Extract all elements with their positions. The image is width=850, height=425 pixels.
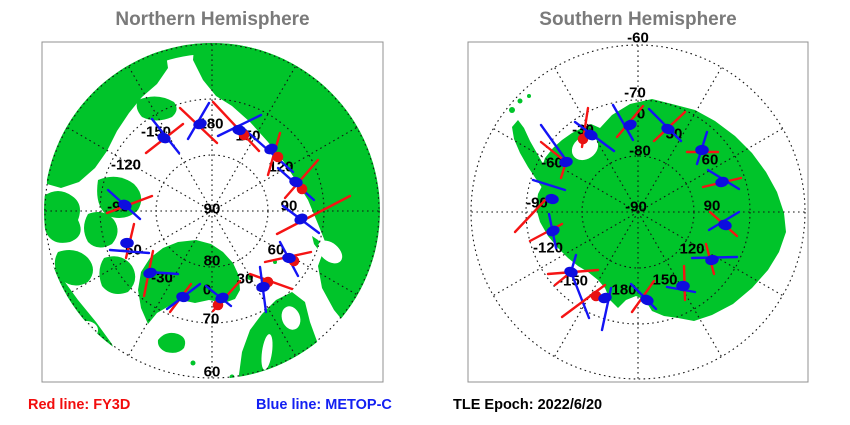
metopc-position-marker [545, 193, 559, 205]
south-grid-label: -90 [526, 195, 548, 212]
south-grid-label: 0 [637, 106, 645, 123]
south-title: Southern Hemisphere [539, 9, 737, 30]
south-grid-label: -70 [624, 85, 646, 102]
fy3d-track-line [513, 195, 550, 234]
legend-blue-line-label: Blue line: METOP-C [256, 397, 392, 413]
south-grid-label: -120 [533, 240, 563, 257]
south-grid-label: 180 [611, 282, 636, 299]
north-graticule [44, 43, 380, 379]
south-satellite-markers [513, 103, 743, 332]
north-title: Northern Hemisphere [115, 9, 310, 30]
south-grid-label: -80 [629, 143, 651, 160]
north-land-shape [54, 250, 93, 286]
north-sea-patch [317, 240, 343, 264]
metopc-position-marker [718, 219, 732, 231]
north-hemisphere-plot: 1801501209060300-30-60-90-120-1509080706… [41, 41, 384, 383]
north-sea-patch [261, 334, 273, 370]
metopc-position-marker [584, 129, 598, 141]
north-grid-label: 90 [204, 201, 221, 218]
north-sea-patch [281, 306, 301, 330]
north-grid-label: 60 [268, 242, 285, 259]
metopc-position-marker [695, 144, 709, 156]
metopc-track-line [569, 270, 591, 320]
north-grid-label: 180 [198, 116, 223, 133]
north-grid-label: 80 [204, 253, 221, 270]
metopc-position-marker [640, 294, 654, 306]
metopc-position-marker [118, 199, 132, 211]
north-land-shape [138, 240, 240, 324]
metopc-position-marker [715, 176, 729, 188]
south-grid-label: -90 [625, 199, 647, 216]
north-land-shape [99, 256, 136, 294]
fy3d-track-line [275, 194, 352, 236]
metopc-position-marker [120, 237, 134, 249]
metopc-position-marker [215, 292, 229, 304]
fy3d-track-line [283, 158, 320, 200]
north-land-shape [193, 43, 380, 340]
metopc-position-marker [289, 176, 303, 188]
metopc-position-marker [157, 132, 171, 144]
metopc-position-marker [256, 281, 270, 293]
north-satellite-markers [105, 100, 352, 314]
metopc-track-line [611, 103, 635, 142]
north-grid-label: -120 [111, 157, 141, 174]
south-graticule [470, 44, 806, 380]
metopc-position-marker [546, 225, 560, 237]
south-hemisphere-plot: 0306090120150180-150-120-90-60-30-90-80-… [467, 30, 809, 383]
north-latitude-ring [44, 43, 380, 379]
metopc-track-line [531, 178, 567, 192]
metopc-position-marker [598, 292, 612, 304]
metopc-position-marker [232, 124, 246, 136]
metopc-position-marker [623, 119, 637, 131]
north-grid-label: 70 [203, 311, 220, 328]
south-landmass [509, 94, 786, 321]
south-land-shape [512, 120, 555, 193]
south-grid-label: 120 [679, 241, 704, 258]
north-land-shape [136, 96, 177, 121]
metopc-position-marker [676, 280, 690, 292]
south-island [509, 107, 515, 113]
fy3d-track-line [560, 283, 607, 319]
metopc-track-line [108, 248, 151, 255]
north-latitude-ring [99, 98, 325, 324]
metopc-track-line [539, 123, 568, 162]
south-grid-label: -60 [627, 30, 649, 47]
north-land-shape [84, 212, 118, 248]
north-grid-label: 120 [268, 159, 293, 176]
metopc-position-marker [176, 291, 190, 303]
south-sea-patch [571, 135, 599, 161]
metopc-position-marker [705, 254, 719, 266]
south-latitude-ring [470, 44, 806, 380]
north-grid-label: 60 [204, 364, 221, 381]
fy3d-position-marker [272, 151, 284, 163]
metopc-position-marker [294, 213, 308, 225]
metopc-position-marker [143, 267, 157, 279]
metopc-position-marker [559, 156, 573, 168]
south-land-shape [536, 99, 786, 321]
north-grid-label: 0 [203, 282, 211, 299]
metopc-position-marker [564, 266, 578, 278]
south-grid-label: -60 [541, 155, 563, 172]
legend-red-line-label: Red line: FY3D [28, 397, 131, 413]
metopc-position-marker [282, 252, 296, 264]
north-land-shape [46, 44, 168, 188]
north-land-shape [157, 332, 186, 353]
metopc-position-marker [264, 143, 278, 155]
metopc-position-marker [193, 118, 207, 130]
south-grid-label: 60 [702, 152, 719, 169]
metopc-position-marker [661, 123, 675, 135]
south-island [517, 98, 523, 104]
north-island [190, 360, 196, 366]
legend-tle-epoch-label: TLE Epoch: 2022/6/20 [453, 397, 603, 413]
north-grid-label: 90 [281, 198, 298, 215]
south-latitude-ring [525, 99, 751, 325]
south-grid-label: 150 [652, 272, 677, 289]
south-island [527, 94, 531, 98]
south-grid-label: 90 [704, 198, 721, 215]
north-land-shape [44, 191, 81, 243]
